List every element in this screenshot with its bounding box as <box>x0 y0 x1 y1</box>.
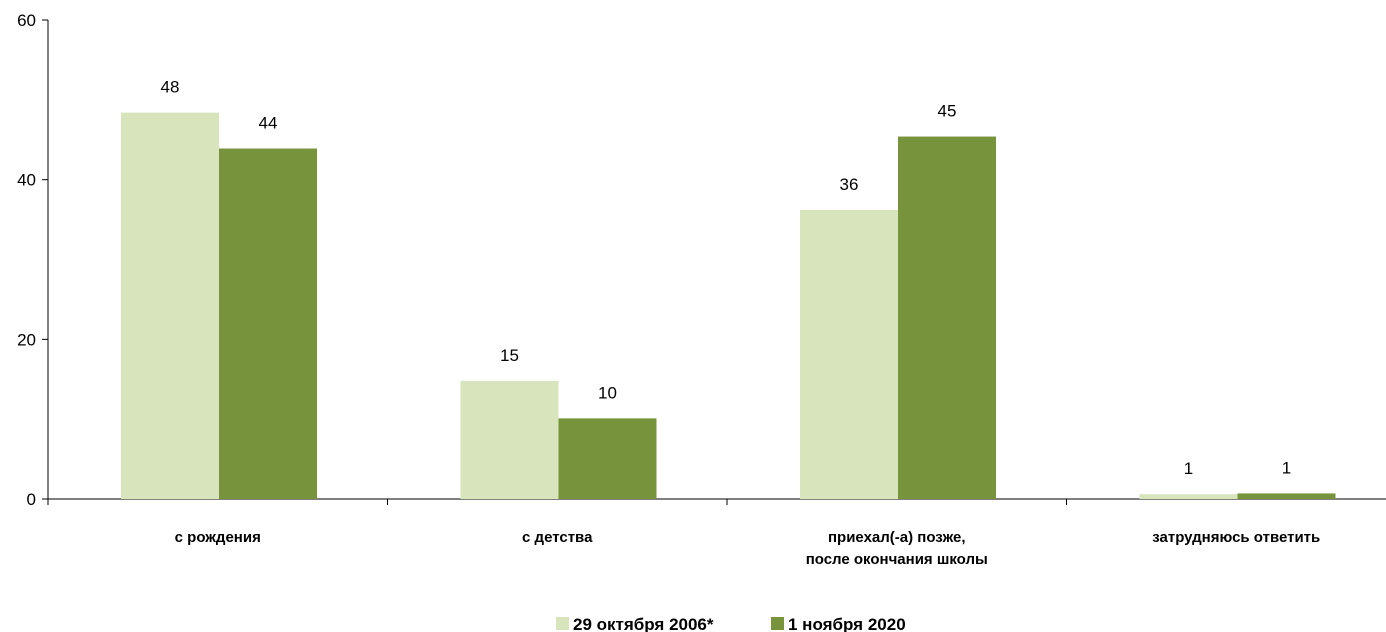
x-category-label: с рождения <box>175 529 261 546</box>
x-category-label-line: с рождения <box>175 529 261 546</box>
data-label: 44 <box>259 114 278 133</box>
data-labels: 48 15 36 1 44 10 45 1 <box>161 78 1292 479</box>
legend-swatch <box>556 617 569 630</box>
bar <box>219 148 317 499</box>
x-category-label: затрудняюсь ответить <box>1152 529 1320 546</box>
bar <box>558 418 657 499</box>
legend-label: 29 октября 2006* <box>573 615 714 632</box>
bar <box>800 210 898 499</box>
data-label: 45 <box>938 102 957 121</box>
legend: 29 октября 2006* 1 ноября 2020 <box>556 615 906 632</box>
x-category-label-line: приехал(-а) позже, <box>828 529 966 546</box>
legend-label: 1 ноября 2020 <box>788 615 906 632</box>
y-tick-label: 0 <box>27 490 36 509</box>
y-tick-label: 20 <box>17 330 36 349</box>
x-category-label: с детства <box>522 529 593 546</box>
data-label: 1 <box>1282 458 1291 477</box>
bar <box>460 380 559 499</box>
bar <box>121 112 219 500</box>
bar <box>898 136 996 499</box>
x-axis: с рождения с детства приехал(-а) позже, пос… <box>47 498 1386 568</box>
x-category-label-line: затрудняюсь ответить <box>1152 529 1320 546</box>
bars <box>121 112 1336 500</box>
data-label: 15 <box>500 346 519 365</box>
data-label: 48 <box>161 78 180 97</box>
x-category-label: приехал(-а) позже, после окончания школы <box>806 529 988 568</box>
data-label: 1 <box>1184 459 1193 478</box>
x-category-label-line: после окончания школы <box>806 551 988 568</box>
data-label: 36 <box>840 175 859 194</box>
data-label: 10 <box>598 383 617 402</box>
y-axis: 0 20 40 60 <box>17 11 49 509</box>
legend-swatch <box>771 617 784 630</box>
x-category-label-line: с детства <box>522 529 593 546</box>
y-tick-label: 60 <box>17 11 36 30</box>
y-tick-label: 40 <box>17 171 36 190</box>
bar <box>1139 494 1238 499</box>
bar <box>1237 493 1336 499</box>
